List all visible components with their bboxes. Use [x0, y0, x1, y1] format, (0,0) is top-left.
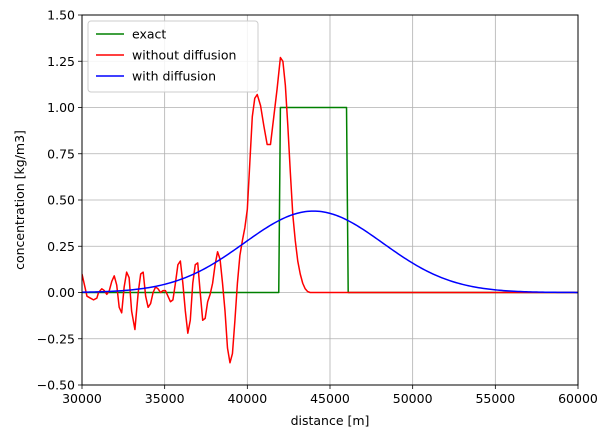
series-line-with-diffusion — [82, 210, 578, 294]
x-tick-label: 50000 — [393, 391, 433, 406]
y-tick-label: −0.50 — [37, 378, 75, 393]
y-axis-label: concentration [kg/m3] — [12, 130, 27, 270]
legend-label: without diffusion — [132, 48, 236, 63]
series-layer — [82, 56, 578, 364]
legend: exact without diffusion with diffusion — [87, 20, 259, 93]
y-tick-label: 1.50 — [47, 8, 75, 23]
y-tick-label: 0.75 — [47, 146, 75, 161]
series-group — [82, 56, 578, 364]
legend-box — [87, 20, 259, 93]
x-tick-label: 45000 — [310, 391, 350, 406]
x-tick-label: 60000 — [558, 391, 598, 406]
ticks: 30000 35000 40000 45000 50000 55000 60000 −0.50… — [37, 8, 598, 407]
x-tick-label: 30000 — [62, 391, 102, 406]
y-tick-label: 0.50 — [47, 193, 75, 208]
legend-label: exact — [132, 27, 166, 42]
y-tick-label: −0.25 — [37, 331, 75, 346]
legend-label: with diffusion — [132, 69, 216, 84]
series-line-without-diffusion — [82, 56, 578, 364]
y-tick-label: 1.25 — [47, 54, 75, 69]
x-tick-label: 35000 — [145, 391, 185, 406]
x-axis-label: distance [m] — [291, 413, 370, 428]
y-tick-label: 1.00 — [47, 100, 75, 115]
x-tick-label: 40000 — [227, 391, 267, 406]
y-tick-label: 0.25 — [47, 239, 75, 254]
y-tick-label: 0.00 — [47, 285, 75, 300]
x-tick-label: 55000 — [475, 391, 515, 406]
